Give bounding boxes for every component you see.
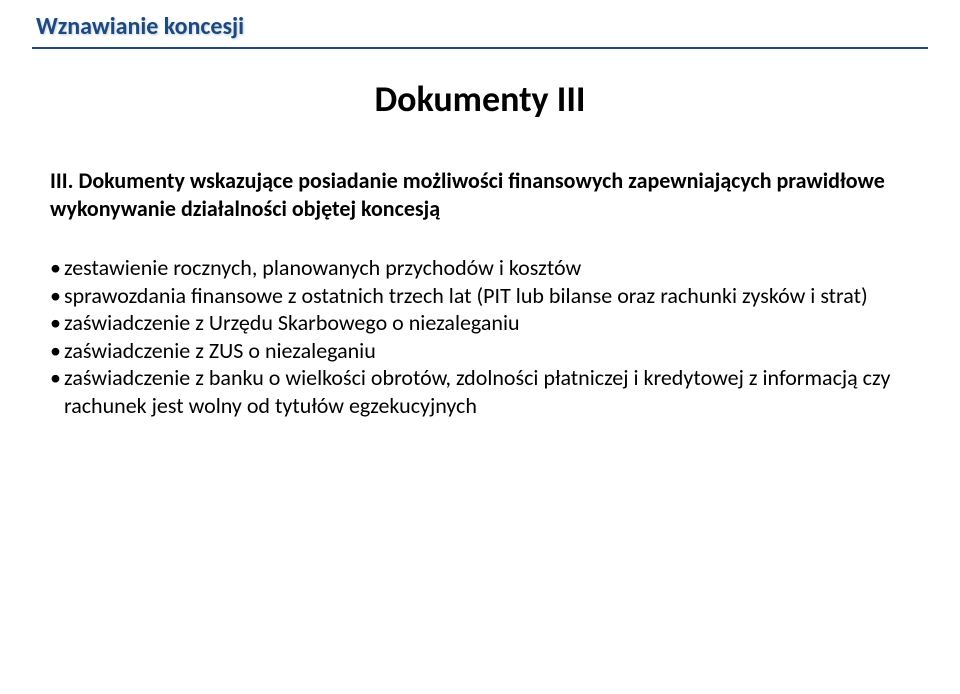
bullet-list: zestawienie rocznych, planowanych przych… bbox=[32, 254, 928, 419]
list-item: zestawienie rocznych, planowanych przych… bbox=[50, 254, 928, 282]
section-heading: III. Dokumenty wskazujące posiadanie moż… bbox=[50, 167, 928, 222]
header-underline bbox=[32, 47, 928, 49]
list-item: sprawozdania finansowe z ostatnich trzec… bbox=[50, 282, 928, 310]
slide: Wznawianie koncesji Dokumenty III III. D… bbox=[0, 0, 960, 694]
list-item: zaświadczenie z Urzędu Skarbowego o niez… bbox=[50, 309, 928, 337]
main-title: Dokumenty III bbox=[32, 77, 928, 121]
list-item: zaświadczenie z ZUS o niezaleganiu bbox=[50, 337, 928, 365]
header-title: Wznawianie koncesji bbox=[36, 12, 928, 41]
list-item: zaświadczenie z banku o wielkości obrotó… bbox=[50, 364, 928, 419]
